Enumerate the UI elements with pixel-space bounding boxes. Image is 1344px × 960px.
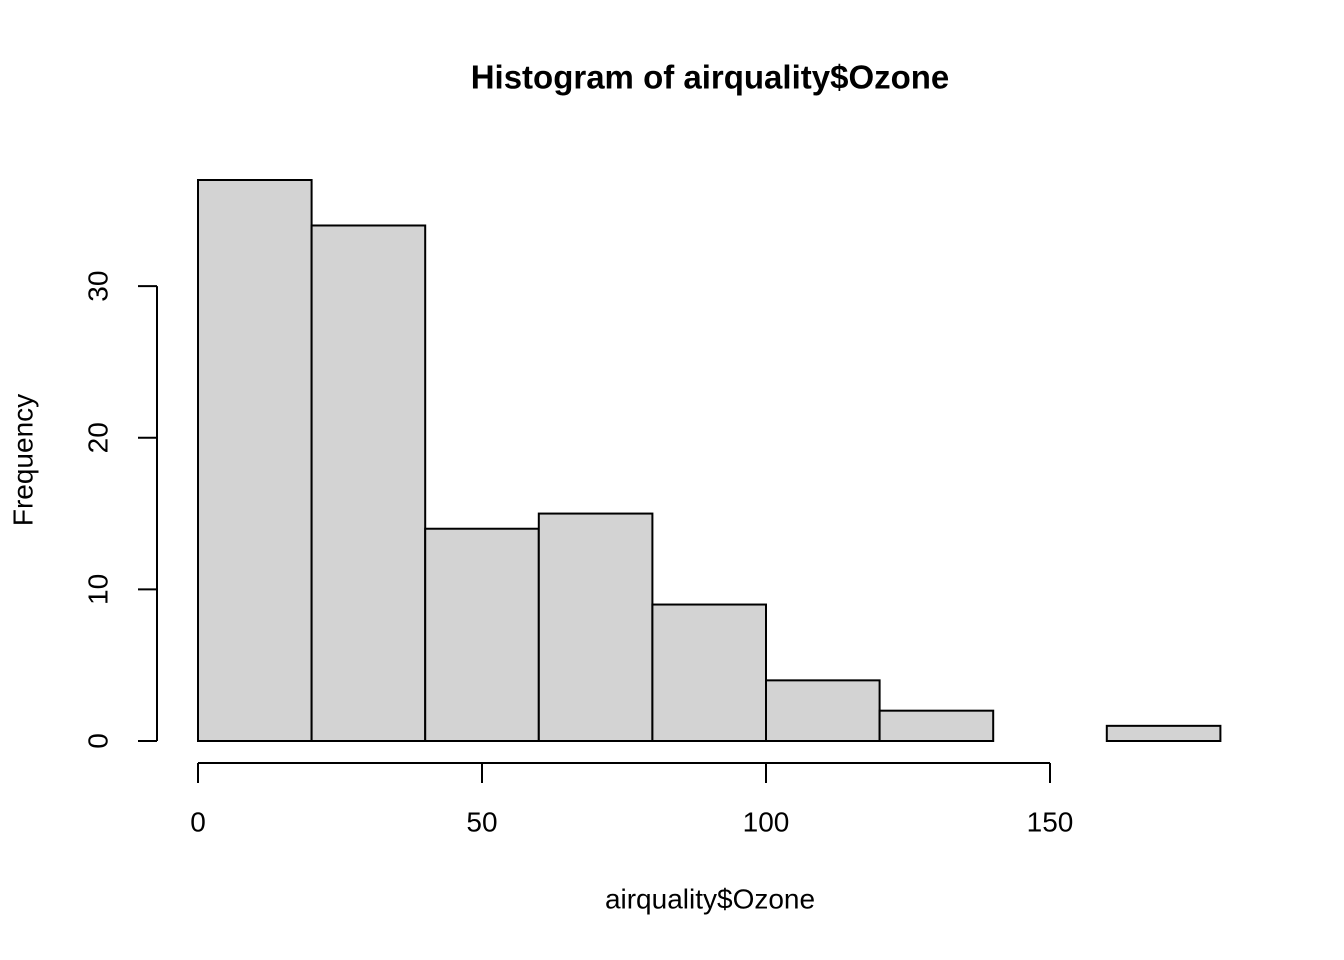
bar [1105, 724, 1222, 742]
bar [537, 512, 654, 742]
bar [424, 527, 540, 742]
y-tick-label: 10 [82, 574, 113, 605]
x-axis-label: airquality$Ozone [605, 883, 815, 914]
x-tick-label: 100 [743, 806, 790, 837]
bar [197, 179, 313, 742]
chart-title: Histogram of airquality$Ozone [471, 59, 950, 96]
x-tick-label: 150 [1027, 806, 1074, 837]
bar [765, 679, 881, 743]
y-axis-label: Frequency [7, 394, 38, 526]
y-tick-label: 20 [82, 422, 113, 453]
bar [878, 709, 995, 742]
bar [651, 603, 768, 742]
y-tick-label: 0 [82, 733, 113, 749]
x-tick-label: 50 [466, 806, 497, 837]
y-tick-label: 30 [82, 271, 113, 302]
bar [310, 224, 427, 742]
x-tick-label: 0 [190, 806, 206, 837]
